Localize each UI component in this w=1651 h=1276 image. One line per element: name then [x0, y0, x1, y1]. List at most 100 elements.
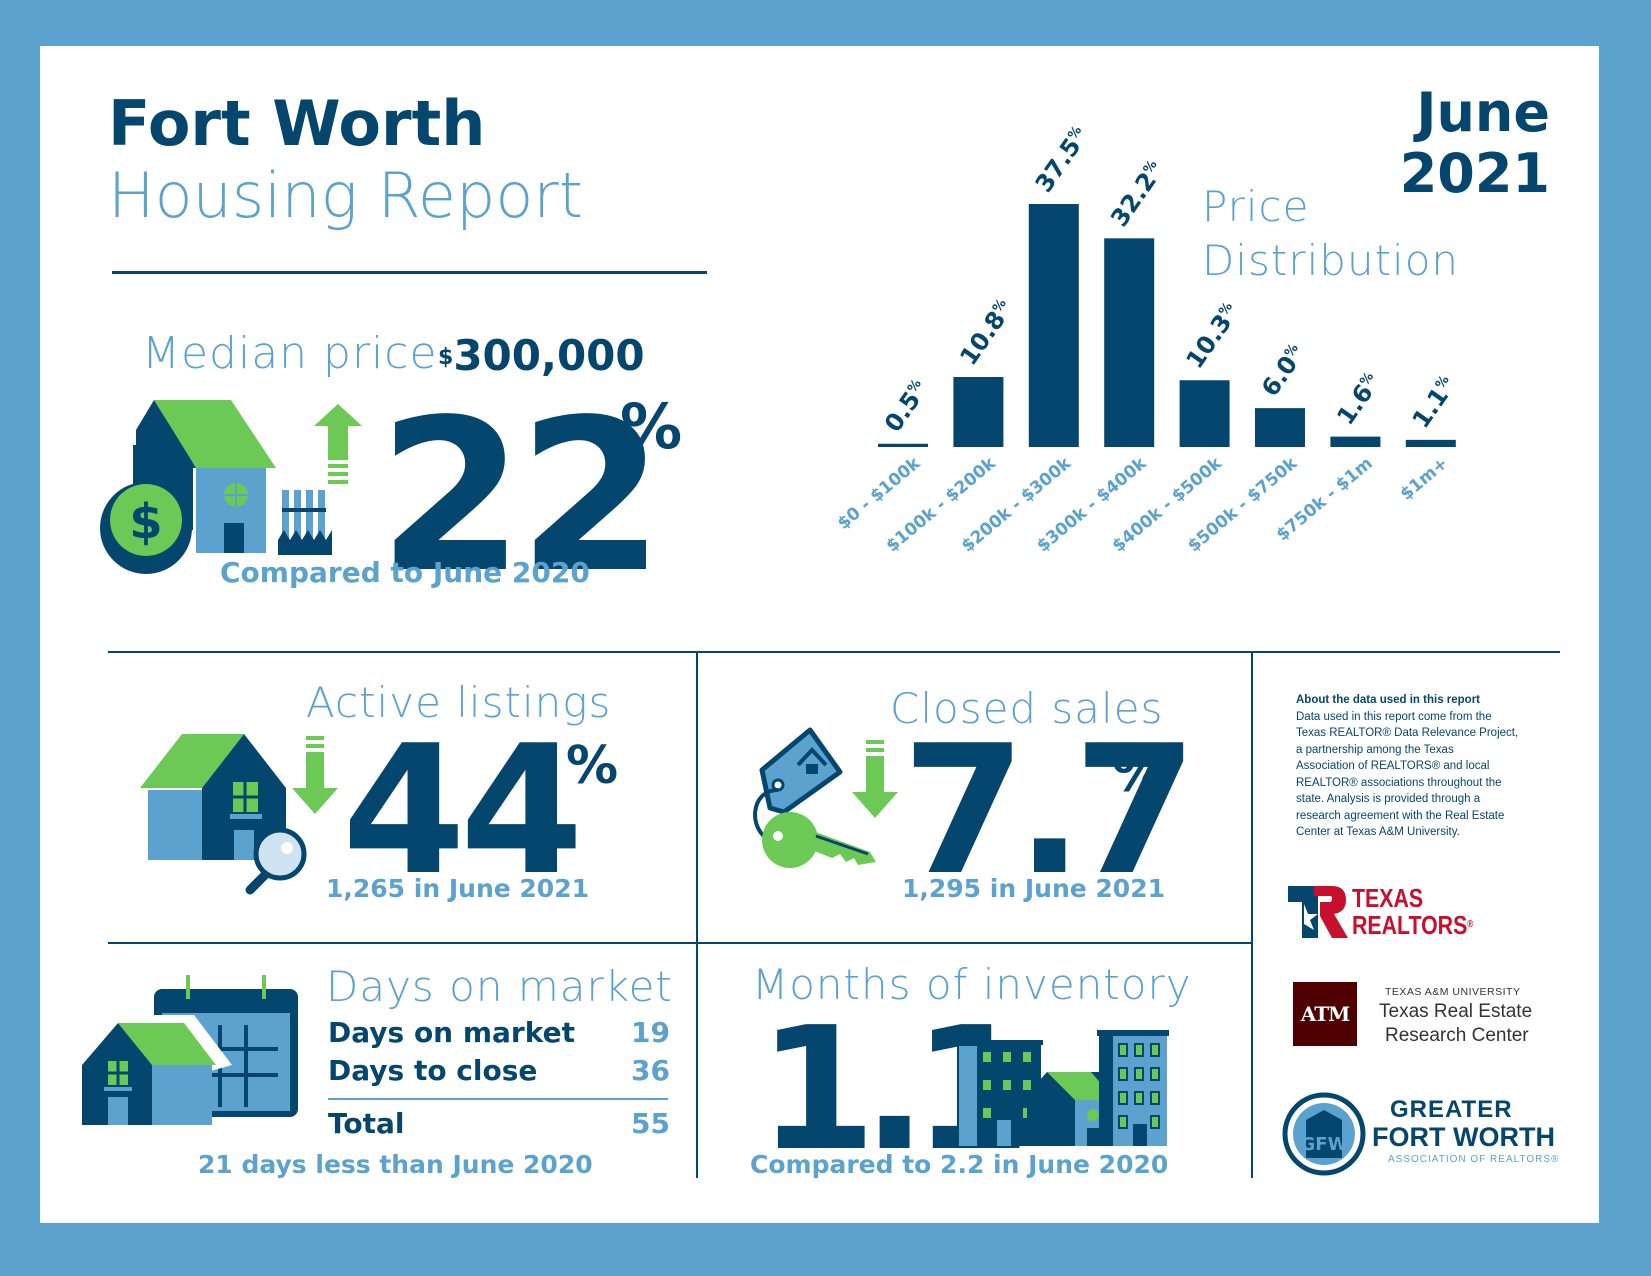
bar-3	[1104, 238, 1155, 447]
gfw-line2: FORT WORTH	[1372, 1122, 1555, 1152]
gfw-mark-text: GFW	[1301, 1134, 1348, 1155]
report-year: 2021	[1399, 142, 1550, 205]
active-listings-note: 1,265 in June 2021	[326, 874, 589, 903]
bar-value-label: 1.1%	[1407, 372, 1462, 434]
bar-value-label: 1.6%	[1331, 369, 1386, 431]
median-price-label: Median price	[142, 328, 438, 379]
section-divider-h2	[108, 942, 1252, 944]
bar-value-label: 32.2%	[1105, 157, 1169, 232]
bar-0	[878, 443, 928, 447]
texas-realtors-mark-icon	[1288, 886, 1348, 938]
days-row-label: Days to close	[328, 1054, 538, 1087]
tamu-logo: ATM TEXAS A&M UNIVERSITY Texas Real Esta…	[1293, 982, 1573, 1048]
median-price-amount: 300,000	[453, 331, 645, 380]
tamu-line2: Research Center	[1385, 1025, 1529, 1046]
active-listings-pct-sign: %	[566, 736, 619, 796]
section-divider-v2	[1251, 652, 1253, 1178]
category-label: $1m+	[1397, 454, 1452, 505]
report-month: June	[1416, 81, 1550, 144]
bar-value-label: 10.8%	[954, 295, 1018, 370]
active-listings-change: 44	[342, 707, 584, 914]
months-inventory-note: Compared to 2.2 in June 2020	[750, 1150, 1169, 1179]
texas-realtors-line1: TEXAS	[1352, 883, 1424, 913]
calendar-house-illustration	[82, 975, 298, 1125]
tamu-line1: Texas Real Estate	[1379, 1001, 1533, 1022]
currency-symbol: $	[438, 345, 454, 370]
about-line: Center at Texas A&M University.	[1296, 826, 1460, 838]
texas-realtors-logo: TEXAS REALTORS®	[1288, 884, 1478, 940]
about-line: state. Analysis is provided through a	[1296, 793, 1481, 805]
gfw-logo: GFW GREATER FORT WORTH ASSOCIATION OF RE…	[1282, 1092, 1582, 1176]
chart-title-line1: Price	[1202, 182, 1310, 231]
dollar-coin-icon: $	[100, 482, 192, 574]
months-inventory-label: Months of inventory	[752, 960, 1192, 1009]
about-line: Data used in this report come from the	[1296, 710, 1492, 723]
key-tag-illustration	[753, 727, 898, 868]
building-icon	[955, 1040, 1043, 1146]
svg-text:$: $	[129, 494, 162, 550]
arrow-down-icon	[292, 736, 338, 814]
magnifying-glass-icon	[245, 827, 307, 895]
bar-value-label: 10.3%	[1181, 298, 1245, 373]
days-total-value: 55	[631, 1107, 670, 1140]
key-icon	[753, 788, 876, 868]
price-tag-icon	[759, 727, 843, 815]
section-divider-v1	[696, 652, 698, 1178]
header-divider	[112, 271, 707, 274]
days-row-label: Days on market	[328, 1016, 575, 1049]
bar-2	[1028, 204, 1079, 447]
days-row-value: 36	[631, 1054, 670, 1087]
gfw-line1: GREATER	[1390, 1096, 1513, 1123]
texas-realtors-name: REALTORS	[1352, 910, 1468, 940]
days-total-divider	[328, 1098, 668, 1100]
bar-4	[1179, 380, 1230, 447]
page-title: Fort Worth	[108, 87, 486, 160]
about-line: a partnership among the Texas	[1296, 743, 1454, 756]
about-line: REALTOR® associations throughout the	[1296, 776, 1502, 789]
house-search-illustration	[140, 734, 338, 895]
arrow-up-icon	[314, 404, 362, 484]
days-note: 21 days less than June 2020	[198, 1150, 593, 1179]
days-row-value: 19	[631, 1016, 670, 1049]
registered-mark: ®	[1467, 919, 1474, 930]
gfw-line3: ASSOCIATION OF REALTORS®	[1388, 1154, 1560, 1165]
arrow-down-icon	[852, 740, 898, 818]
house-dollar-illustration: $	[100, 400, 362, 574]
tamu-sub: TEXAS A&M UNIVERSITY	[1385, 986, 1521, 998]
bar-7	[1405, 439, 1456, 447]
about-line: Association of REALTORS® and local	[1296, 760, 1490, 772]
tamu-mark-icon: ATM	[1293, 982, 1357, 1046]
median-price-value: $300,000	[438, 330, 645, 382]
median-price-change: 22	[378, 374, 664, 619]
closed-sales-note: 1,295 in June 2021	[902, 874, 1165, 903]
bar-1	[953, 377, 1004, 447]
tall-building-icon	[1097, 1030, 1169, 1146]
buildings-illustration	[955, 1030, 1169, 1146]
days-total-label: Total	[328, 1107, 405, 1140]
chart-title-line2: Distribution	[1202, 236, 1460, 285]
about-line: Texas REALTOR® Data Relevance Project,	[1296, 727, 1519, 739]
house-icon	[82, 1015, 232, 1125]
gfw-mark-icon: GFW	[1282, 1092, 1366, 1176]
median-note: Compared to June 2020	[220, 556, 590, 589]
closed-sales-label: Closed sales	[890, 684, 1164, 733]
days-on-market-label: Days on market	[326, 962, 673, 1011]
median-pct-sign: %	[620, 390, 683, 463]
fence-icon	[278, 490, 332, 555]
about-heading: About the data used in this report	[1296, 694, 1481, 706]
closed-sales-change: 7.7	[902, 707, 1197, 914]
active-listings-label: Active listings	[306, 678, 612, 727]
about-line: research agreement with the Real Estate	[1296, 809, 1505, 822]
house-icon	[140, 734, 286, 860]
texas-realtors-line2: REALTORS®	[1352, 911, 1473, 939]
bar-6	[1330, 436, 1381, 447]
section-divider-h1	[108, 651, 1560, 653]
about-section: About the data used in this report Data …	[1296, 692, 1566, 841]
bar-5	[1255, 408, 1305, 447]
closed-sales-pct-sign: %	[1112, 744, 1165, 804]
bar-value-label: 6.0%	[1256, 340, 1311, 402]
bar-value-label: 37.5%	[1030, 122, 1094, 197]
page-subtitle: Housing Report	[108, 159, 584, 232]
bar-value-label: 0.5%	[879, 376, 934, 438]
